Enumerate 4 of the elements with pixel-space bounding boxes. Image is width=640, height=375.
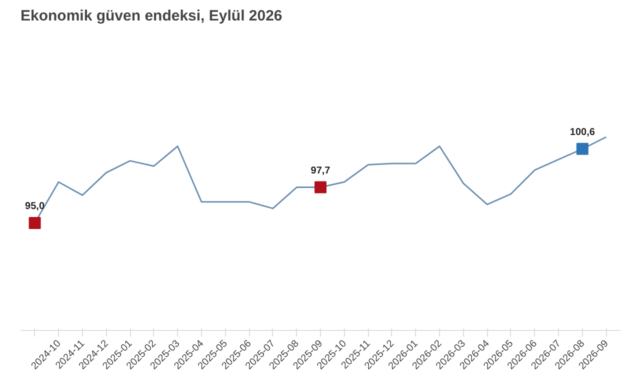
data-label: 95,0: [25, 201, 45, 212]
data-label: 100,6: [570, 126, 596, 138]
chart-title: Ekonomik güven endeksi, Eylül 2026: [20, 8, 282, 24]
data-label: 97,7: [310, 165, 331, 176]
